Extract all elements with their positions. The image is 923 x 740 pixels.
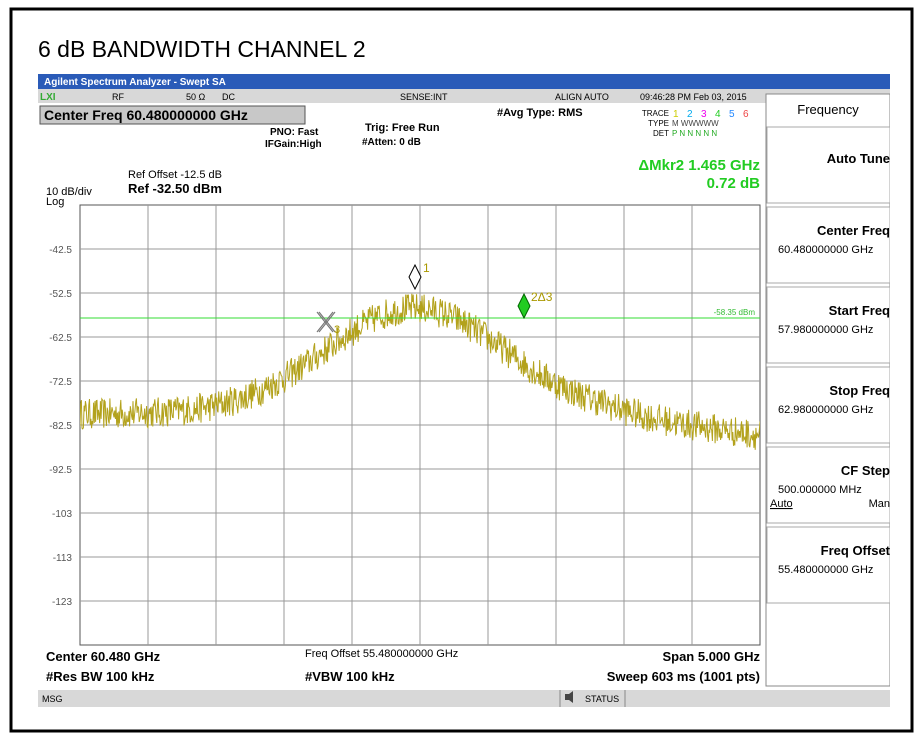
menu-label: Auto Tune [827, 151, 890, 166]
grid-label: -103 [52, 509, 72, 520]
menu-value: 57.980000000 GHz [778, 324, 873, 336]
menu-label: Start Freq [829, 303, 890, 318]
menu-man: Man [869, 498, 890, 510]
menu-button[interactable] [766, 446, 890, 524]
trace-number: 4 [715, 109, 721, 120]
footer-center: Center 60.480 GHz [46, 649, 161, 664]
msg: MSG [42, 694, 63, 704]
ifgain: IFGain:High [265, 139, 322, 150]
status-impedance: 50 Ω [186, 92, 206, 102]
status-icon: LXI [40, 92, 56, 103]
marker-1-label: 1 [423, 261, 430, 275]
center-freq: Center Freq 60.480000000 GHz [44, 107, 248, 123]
trace-number: 1 [673, 109, 679, 120]
menu-button[interactable] [766, 366, 890, 444]
trace [80, 293, 760, 450]
grid-label: -62.5 [49, 333, 72, 344]
scale-log: Log [46, 196, 64, 208]
menu-auto: Auto [770, 498, 793, 510]
frame [9, 7, 914, 733]
status-bar [38, 89, 890, 103]
marker-line-label: -58.35 dBm [714, 308, 756, 317]
marker-3-label: 3 [334, 324, 340, 336]
footer-sweep: Sweep 603 ms (1001 pts) [607, 669, 760, 684]
menu-title: Frequency [797, 102, 859, 117]
det-label: DET [653, 129, 669, 138]
trace-label: TRACE [642, 109, 669, 118]
grid-label: -92.5 [49, 465, 72, 476]
center-freq-box [39, 105, 306, 125]
grid-label: -52.5 [49, 289, 72, 300]
status-speaker [565, 691, 573, 703]
menu-value: 62.980000000 GHz [778, 404, 873, 416]
screen: Agilent Spectrum Analyzer - Swept SA LXI… [38, 74, 891, 707]
status-label: STATUS [585, 694, 619, 704]
menu-label: Center Freq [817, 223, 890, 238]
status-datetime: 09:46:28 PM Feb 03, 2015 [640, 92, 747, 102]
footer-freq-offset: Freq Offset 55.480000000 GHz [305, 648, 458, 660]
menu-button[interactable] [766, 206, 890, 284]
marker-3 [316, 311, 336, 333]
menu: Auto Tune Center Freq 60.480000000 GHz Star… [766, 126, 891, 604]
ref-offset: Ref Offset -12.5 dB [128, 169, 222, 181]
type-value: M WWWWW [672, 119, 719, 128]
window-title: Agilent Spectrum Analyzer - Swept SA [44, 77, 226, 88]
grid-label: -42.5 [49, 245, 72, 256]
marker-1 [408, 263, 422, 291]
menu-label: CF Step [841, 463, 890, 478]
avg-type: #Avg Type: RMS [497, 107, 583, 119]
pno: PNO: Fast [270, 127, 319, 138]
grid-label: -123 [52, 597, 72, 608]
grid-label: -113 [53, 553, 73, 564]
trace-number: 2 [687, 109, 693, 120]
grid-label: -82.5 [49, 421, 72, 432]
msg-bar [38, 690, 890, 707]
menu-label: Freq Offset [821, 543, 891, 558]
footer-res-bw: #Res BW 100 kHz [46, 669, 155, 684]
menu-button[interactable] [766, 526, 890, 604]
marker-level: 0.72 dB [707, 175, 761, 192]
footer-span: Span 5.000 GHz [662, 649, 760, 664]
page-title: 6 dB BANDWIDTH CHANNEL 2 [38, 36, 366, 62]
ref-level: Ref -32.50 dBm [128, 181, 222, 196]
marker-2 [517, 292, 531, 320]
grid-label: -72.5 [49, 377, 72, 388]
trace-number: 5 [729, 109, 735, 120]
marker-delta: ΔMkr2 1.465 GHz [638, 157, 760, 174]
type-label: TYPE [648, 119, 669, 128]
trace-number: 3 [701, 109, 707, 120]
status-sense: SENSE:INT [400, 92, 448, 102]
scale: 10 dB/div [46, 186, 92, 198]
menu-button[interactable] [766, 126, 890, 204]
title-bar [38, 74, 890, 89]
atten: #Atten: 0 dB [362, 137, 421, 148]
det-value: P N N N N N [672, 129, 717, 138]
trig: Trig: Free Run [365, 122, 440, 134]
status-align: ALIGN AUTO [555, 92, 609, 102]
menu-button[interactable] [766, 286, 890, 364]
menu-value: 60.480000000 GHz [778, 244, 873, 256]
status-rf: RF [112, 92, 124, 102]
marker-2-label: 2Δ3 [531, 290, 553, 304]
trace-number: 6 [743, 109, 749, 120]
menu-value: 500.000000 MHz [778, 484, 862, 496]
footer-vbw: #VBW 100 kHz [305, 669, 395, 684]
menu-value: 55.480000000 GHz [778, 564, 873, 576]
status-coupling: DC [222, 92, 235, 102]
menu-label: Stop Freq [829, 383, 890, 398]
